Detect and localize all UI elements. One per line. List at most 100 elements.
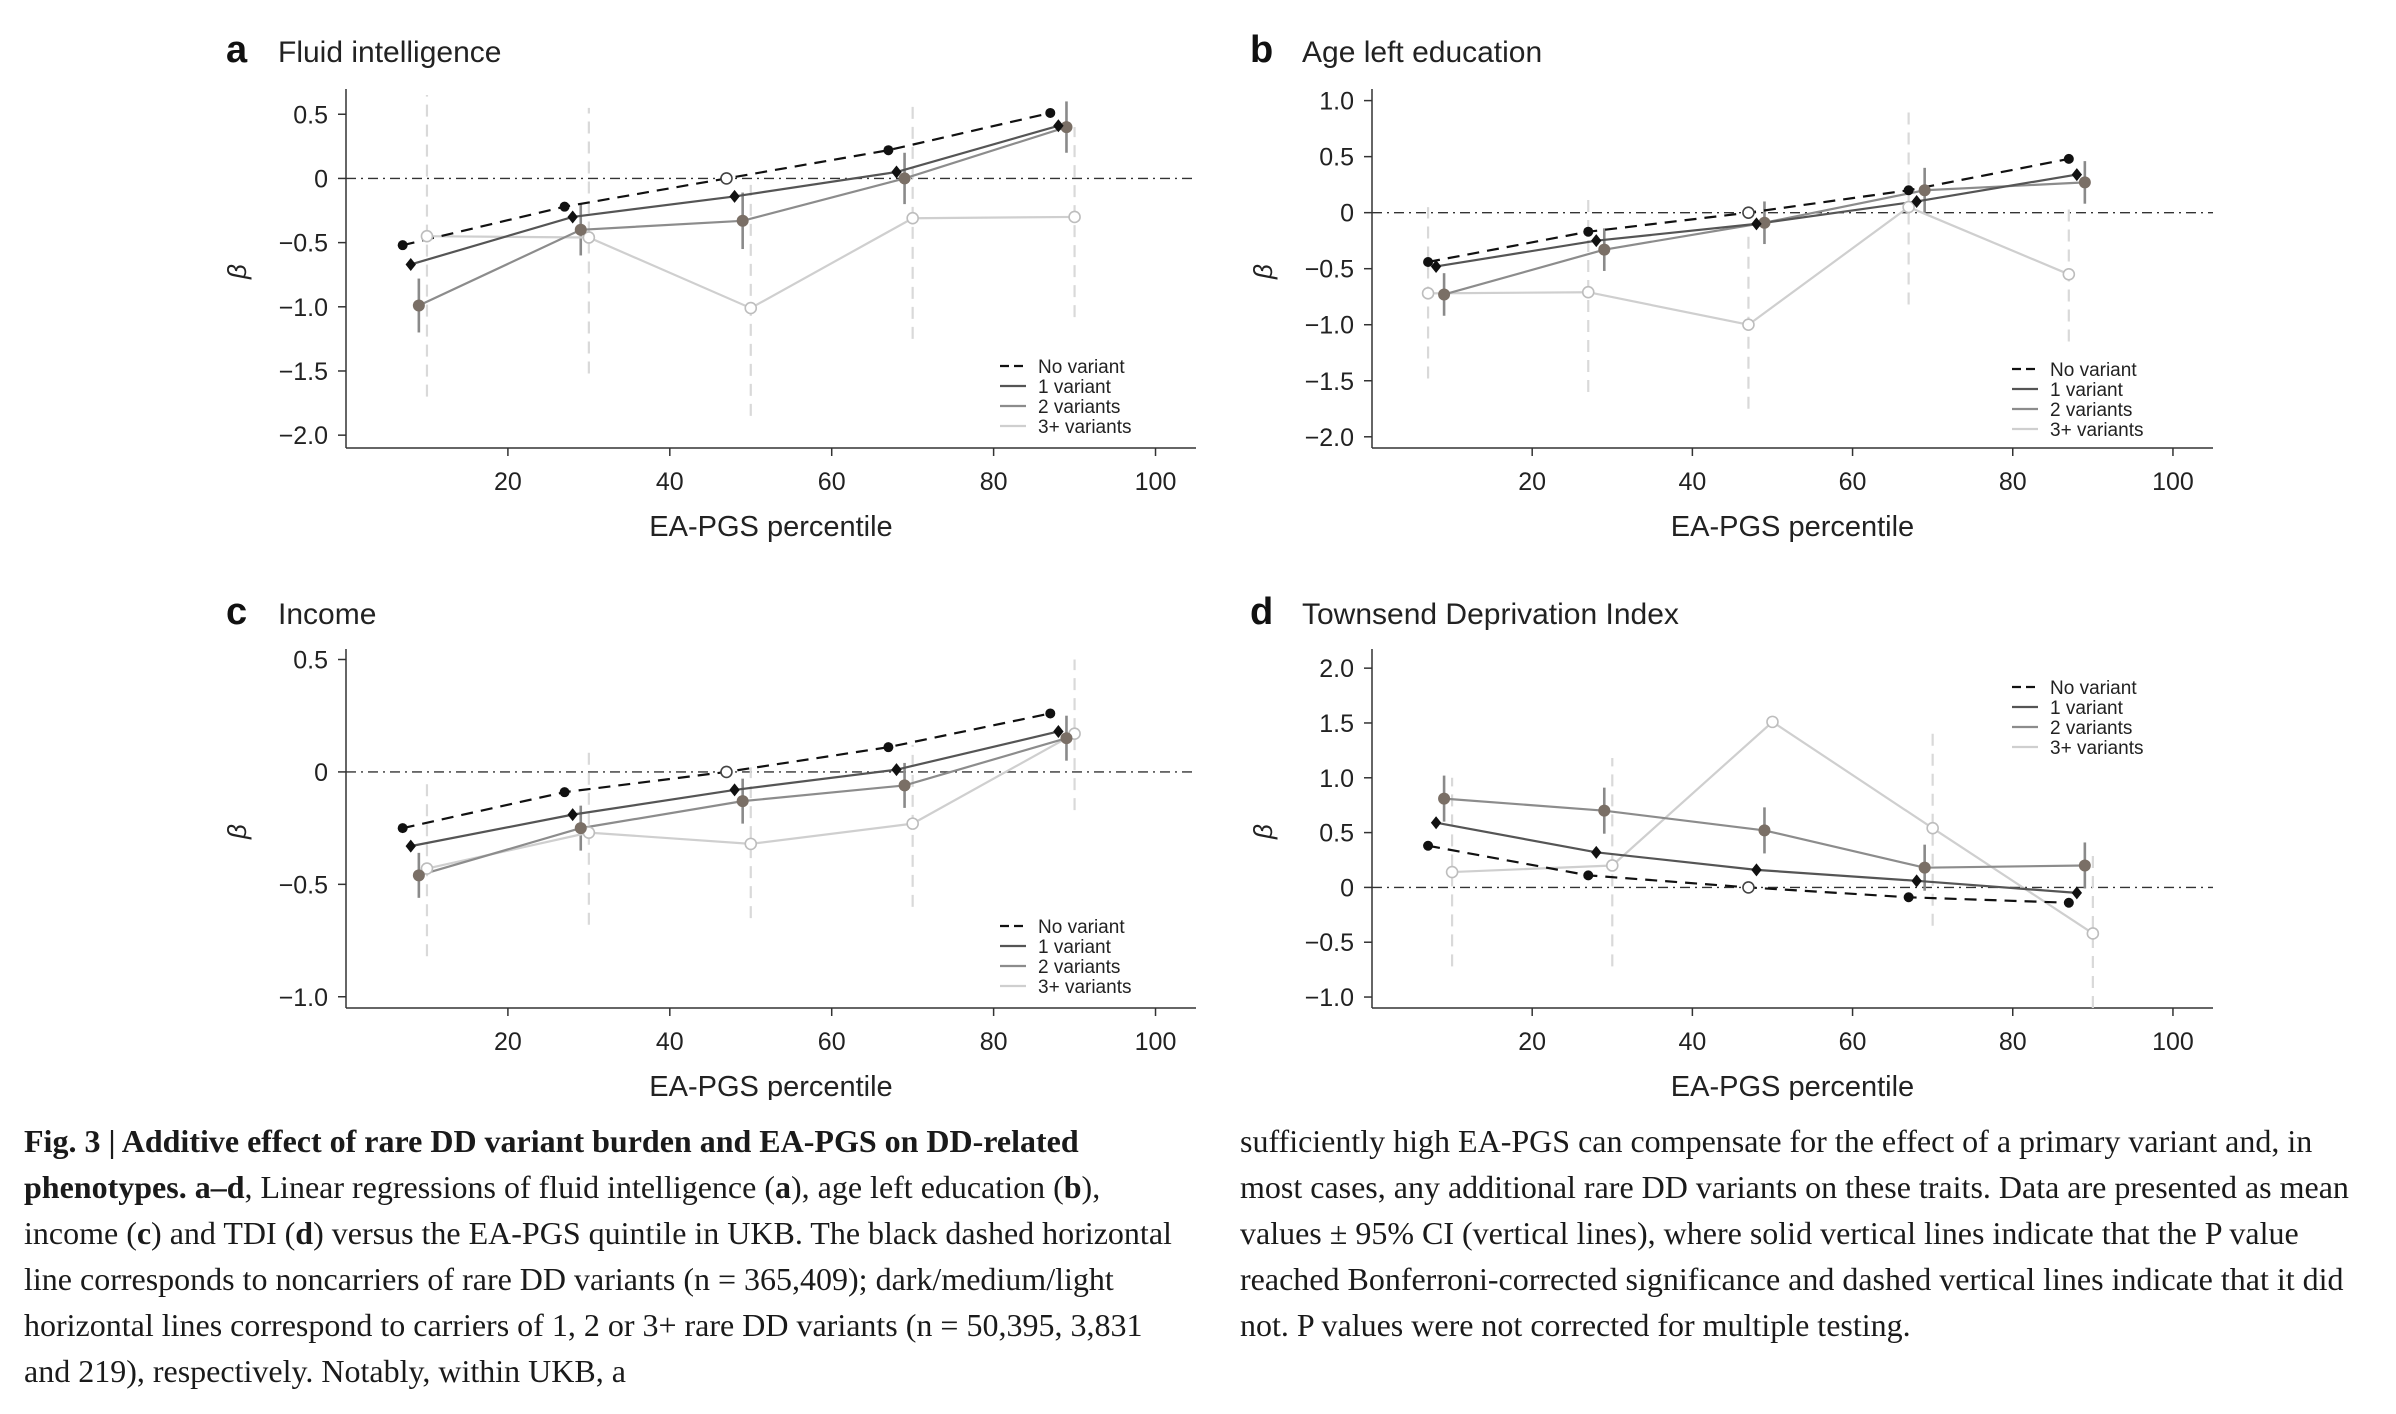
y-tick-label: 0 [314, 165, 328, 193]
data-point-v2 [574, 223, 587, 236]
legend-label-v3: 3+ variants [2050, 738, 2143, 759]
data-point-v1 [1751, 863, 1762, 877]
legend-label-no: No variant [1038, 357, 1125, 378]
y-tick-label: 1.0 [1319, 765, 1354, 793]
caption-part-2: a [774, 1169, 791, 1205]
x-tick-label: 20 [494, 1028, 522, 1056]
data-point-v2 [574, 822, 587, 835]
data-point-no [397, 823, 408, 834]
y-tick-label: 0 [314, 759, 328, 787]
x-tick-label: 60 [818, 468, 846, 496]
y-tick-label: 1.0 [1319, 88, 1354, 116]
data-point-v2 [1598, 804, 1611, 817]
caption-fig-label: Fig. 3 | Additive effect of rare DD vari… [24, 1123, 1079, 1205]
legend-label-v3: 3+ variants [1038, 417, 1131, 438]
y-axis-label: β [1248, 824, 1278, 840]
data-point-v2 [1918, 861, 1931, 874]
data-point-v2 [898, 779, 911, 792]
legend-label-v2: 2 variants [1038, 957, 1120, 978]
data-point-v3 [1605, 859, 1619, 872]
data-point-v1 [1591, 845, 1602, 859]
caption-left: Fig. 3 | Additive effect of rare DD vari… [24, 1118, 1194, 1394]
y-tick-label: −1.0 [1305, 984, 1354, 1012]
y-tick-label: 0.5 [1319, 820, 1354, 848]
y-tick-label: 0.5 [1319, 144, 1354, 172]
y-tick-label: −0.5 [1305, 929, 1354, 957]
data-point-no [1742, 881, 1755, 894]
series-line-v3 [1452, 720, 2094, 935]
data-point-v1 [1751, 217, 1762, 231]
data-point-v3 [906, 817, 919, 830]
legend-label-no: No variant [2050, 678, 2137, 699]
panel-letter: a [226, 29, 248, 71]
caption-part-0: a–d [186, 1169, 245, 1205]
panel-title: Fluid intelligence [278, 36, 501, 69]
x-tick-label: 80 [980, 1028, 1008, 1056]
legend-label-v2: 2 variants [2050, 718, 2132, 739]
data-point-v1 [1053, 119, 1064, 133]
data-point-v3 [2062, 268, 2076, 281]
data-point-v3 [1902, 200, 1915, 214]
x-tick-label: 100 [1135, 1028, 1177, 1056]
legend-label-v3: 3+ variants [1038, 977, 1131, 998]
data-point-v3 [744, 837, 758, 851]
caption-part-8: d [295, 1215, 314, 1251]
data-point-v1 [729, 783, 740, 797]
x-tick-label: 60 [1839, 1028, 1867, 1056]
caption-part-9: ) versus the EA-PGS quintile in UKB. The… [24, 1215, 1172, 1389]
caption-part-3: ), age left education ( [790, 1169, 1064, 1205]
y-tick-label: 0 [1340, 874, 1354, 902]
panel-title: Age left education [1302, 36, 1542, 69]
data-point-v1 [2071, 886, 2083, 900]
caption-part-5: ), income ( [24, 1169, 1101, 1251]
legend-label-v1: 1 variant [1038, 937, 1112, 958]
panel-b: b Age left education 1.0 0.5 0 −0.5 −1.0 −1.5 −2… [1248, 29, 2213, 543]
data-point-v1 [2071, 168, 2083, 182]
data-point-v3 [1766, 715, 1779, 729]
data-point-v3 [582, 231, 596, 244]
data-point-no [1583, 870, 1594, 881]
data-point-no [1583, 226, 1594, 237]
y-tick-label: 0.5 [293, 646, 328, 674]
data-point-v3 [744, 301, 758, 315]
caption-part-1: , Linear regressions of fluid intelligen… [244, 1169, 775, 1205]
legend-label-v1: 1 variant [2050, 380, 2124, 401]
data-point-v1 [1911, 874, 1922, 888]
caption-right: sufficiently high EA-PGS can compensate … [1240, 1123, 2349, 1343]
data-point-no [883, 742, 894, 753]
data-point-v2 [1598, 243, 1611, 256]
data-point-v3 [1068, 210, 1081, 224]
data-point-v2 [2078, 176, 2091, 189]
x-tick-label: 20 [1518, 468, 1546, 496]
data-point-v2 [412, 299, 425, 312]
x-axis-label: EA-PGS percentile [1671, 1071, 1914, 1100]
data-point-no [720, 765, 733, 779]
figure: a Fluid intelligence 0.5 0 −0.5 −1.0 −1.5 −2.0 2… [222, 29, 2213, 1100]
series-line-v1 [1435, 821, 2077, 894]
caption-part-4: b [1063, 1169, 1082, 1205]
data-point-v1 [729, 189, 740, 203]
data-point-v1 [567, 210, 578, 224]
y-tick-label: 2.0 [1319, 655, 1354, 683]
y-axis-label: β [1248, 264, 1278, 280]
data-point-v2 [1060, 732, 1073, 745]
data-point-v2 [1918, 184, 1931, 197]
y-tick-label: −1.5 [1305, 368, 1354, 396]
data-point-no [720, 172, 733, 185]
x-tick-label: 80 [980, 468, 1008, 496]
x-tick-label: 40 [656, 1028, 684, 1056]
data-point-v1 [405, 839, 416, 853]
x-tick-label: 20 [494, 468, 522, 496]
y-tick-label: −1.5 [279, 358, 328, 386]
data-point-v1 [891, 763, 902, 777]
legend-label-v2: 2 variants [2050, 400, 2132, 421]
data-point-no [1903, 892, 1914, 903]
data-point-v3 [1445, 865, 1459, 879]
data-point-v3 [1926, 821, 1939, 835]
data-point-v2 [736, 214, 749, 227]
x-tick-label: 100 [2152, 1028, 2194, 1056]
legend-label-no: No variant [2050, 360, 2137, 381]
panel-letter: b [1250, 29, 1273, 71]
x-tick-label: 20 [1518, 1028, 1546, 1056]
data-point-v2 [1060, 121, 1073, 134]
